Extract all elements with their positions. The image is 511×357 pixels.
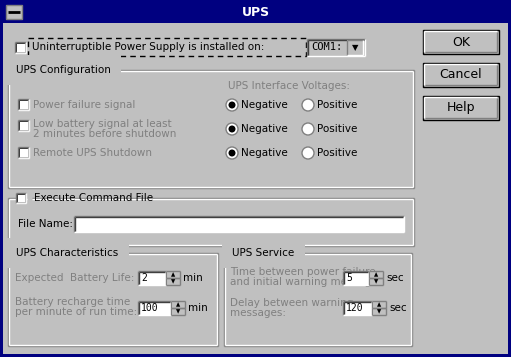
Text: UPS Characteristics: UPS Characteristics: [16, 248, 118, 258]
Text: ▼: ▼: [377, 309, 381, 314]
Text: Negative: Negative: [241, 148, 288, 158]
Bar: [369, 278, 383, 285]
Bar: [166, 271, 180, 278]
Bar: [17, 44, 25, 52]
Text: 5: 5: [346, 273, 352, 283]
Bar: [171, 308, 185, 315]
Text: sec: sec: [389, 303, 407, 313]
Bar: [372, 301, 386, 308]
Circle shape: [226, 147, 238, 159]
Bar: [423, 30, 499, 54]
Bar: [423, 96, 499, 120]
Bar: [347, 40, 363, 55]
Text: per minute of run time:: per minute of run time:: [15, 307, 137, 317]
Text: Help: Help: [447, 101, 475, 115]
Bar: [171, 301, 185, 308]
Circle shape: [302, 99, 314, 111]
Circle shape: [302, 147, 314, 159]
Text: 2 minutes before shutdown: 2 minutes before shutdown: [33, 129, 176, 139]
Text: ▲: ▲: [374, 272, 378, 277]
Text: 2: 2: [141, 273, 147, 283]
Text: Power failure signal: Power failure signal: [33, 100, 135, 110]
Text: UPS Configuration: UPS Configuration: [16, 65, 111, 75]
Text: Negative: Negative: [241, 100, 288, 110]
Text: Execute Command File: Execute Command File: [34, 193, 153, 203]
Text: File Name:: File Name:: [18, 219, 73, 229]
Bar: [369, 271, 383, 278]
Circle shape: [226, 99, 238, 111]
Text: Uninterruptible Power Supply is installed on:: Uninterruptible Power Supply is installe…: [32, 42, 264, 52]
Bar: [372, 308, 386, 315]
Text: 120: 120: [346, 303, 364, 313]
Bar: [138, 271, 166, 285]
Text: Time between power failure: Time between power failure: [230, 267, 376, 277]
Circle shape: [228, 150, 236, 156]
Text: UPS Interface Voltages:: UPS Interface Voltages:: [228, 81, 350, 91]
Bar: [74, 216, 404, 232]
Text: ▲: ▲: [171, 272, 175, 277]
Text: ▲: ▲: [377, 302, 381, 307]
Text: Expected  Battery Life:: Expected Battery Life:: [15, 273, 134, 283]
Bar: [343, 271, 369, 285]
Text: UPS Service: UPS Service: [232, 248, 294, 258]
Text: Negative: Negative: [241, 124, 288, 134]
Bar: [343, 301, 372, 315]
Text: and initial warning message:: and initial warning message:: [230, 277, 381, 287]
Bar: [6, 5, 22, 19]
Bar: [307, 39, 365, 56]
Text: ▼: ▼: [176, 309, 180, 314]
Text: Positive: Positive: [317, 124, 357, 134]
Bar: [20, 122, 28, 130]
Bar: [166, 278, 180, 285]
Text: Delay between warning: Delay between warning: [230, 298, 354, 308]
Text: COM1:: COM1:: [311, 42, 342, 52]
Text: 100: 100: [141, 303, 158, 313]
Text: Positive: Positive: [317, 100, 357, 110]
Text: messages:: messages:: [230, 308, 286, 318]
Text: ▼: ▼: [171, 279, 175, 284]
Text: Positive: Positive: [317, 148, 357, 158]
Text: Cancel: Cancel: [439, 69, 482, 81]
Text: ▼: ▼: [352, 43, 358, 52]
Text: ▼: ▼: [374, 279, 378, 284]
Circle shape: [302, 123, 314, 135]
Text: Remote UPS Shutdown: Remote UPS Shutdown: [33, 148, 152, 158]
Text: ▲: ▲: [176, 302, 180, 307]
Bar: [20, 149, 28, 157]
Bar: [3, 3, 508, 23]
Text: sec: sec: [386, 273, 404, 283]
Bar: [423, 63, 499, 87]
Circle shape: [226, 123, 238, 135]
Text: min: min: [188, 303, 208, 313]
Bar: [18, 195, 25, 202]
Circle shape: [228, 101, 236, 109]
Text: Low battery signal at least: Low battery signal at least: [33, 119, 172, 129]
Text: OK: OK: [452, 35, 470, 49]
Bar: [20, 101, 28, 109]
Bar: [138, 301, 171, 315]
Text: UPS: UPS: [242, 6, 270, 20]
Text: Battery recharge time: Battery recharge time: [15, 297, 130, 307]
Circle shape: [228, 126, 236, 132]
Text: min: min: [183, 273, 203, 283]
